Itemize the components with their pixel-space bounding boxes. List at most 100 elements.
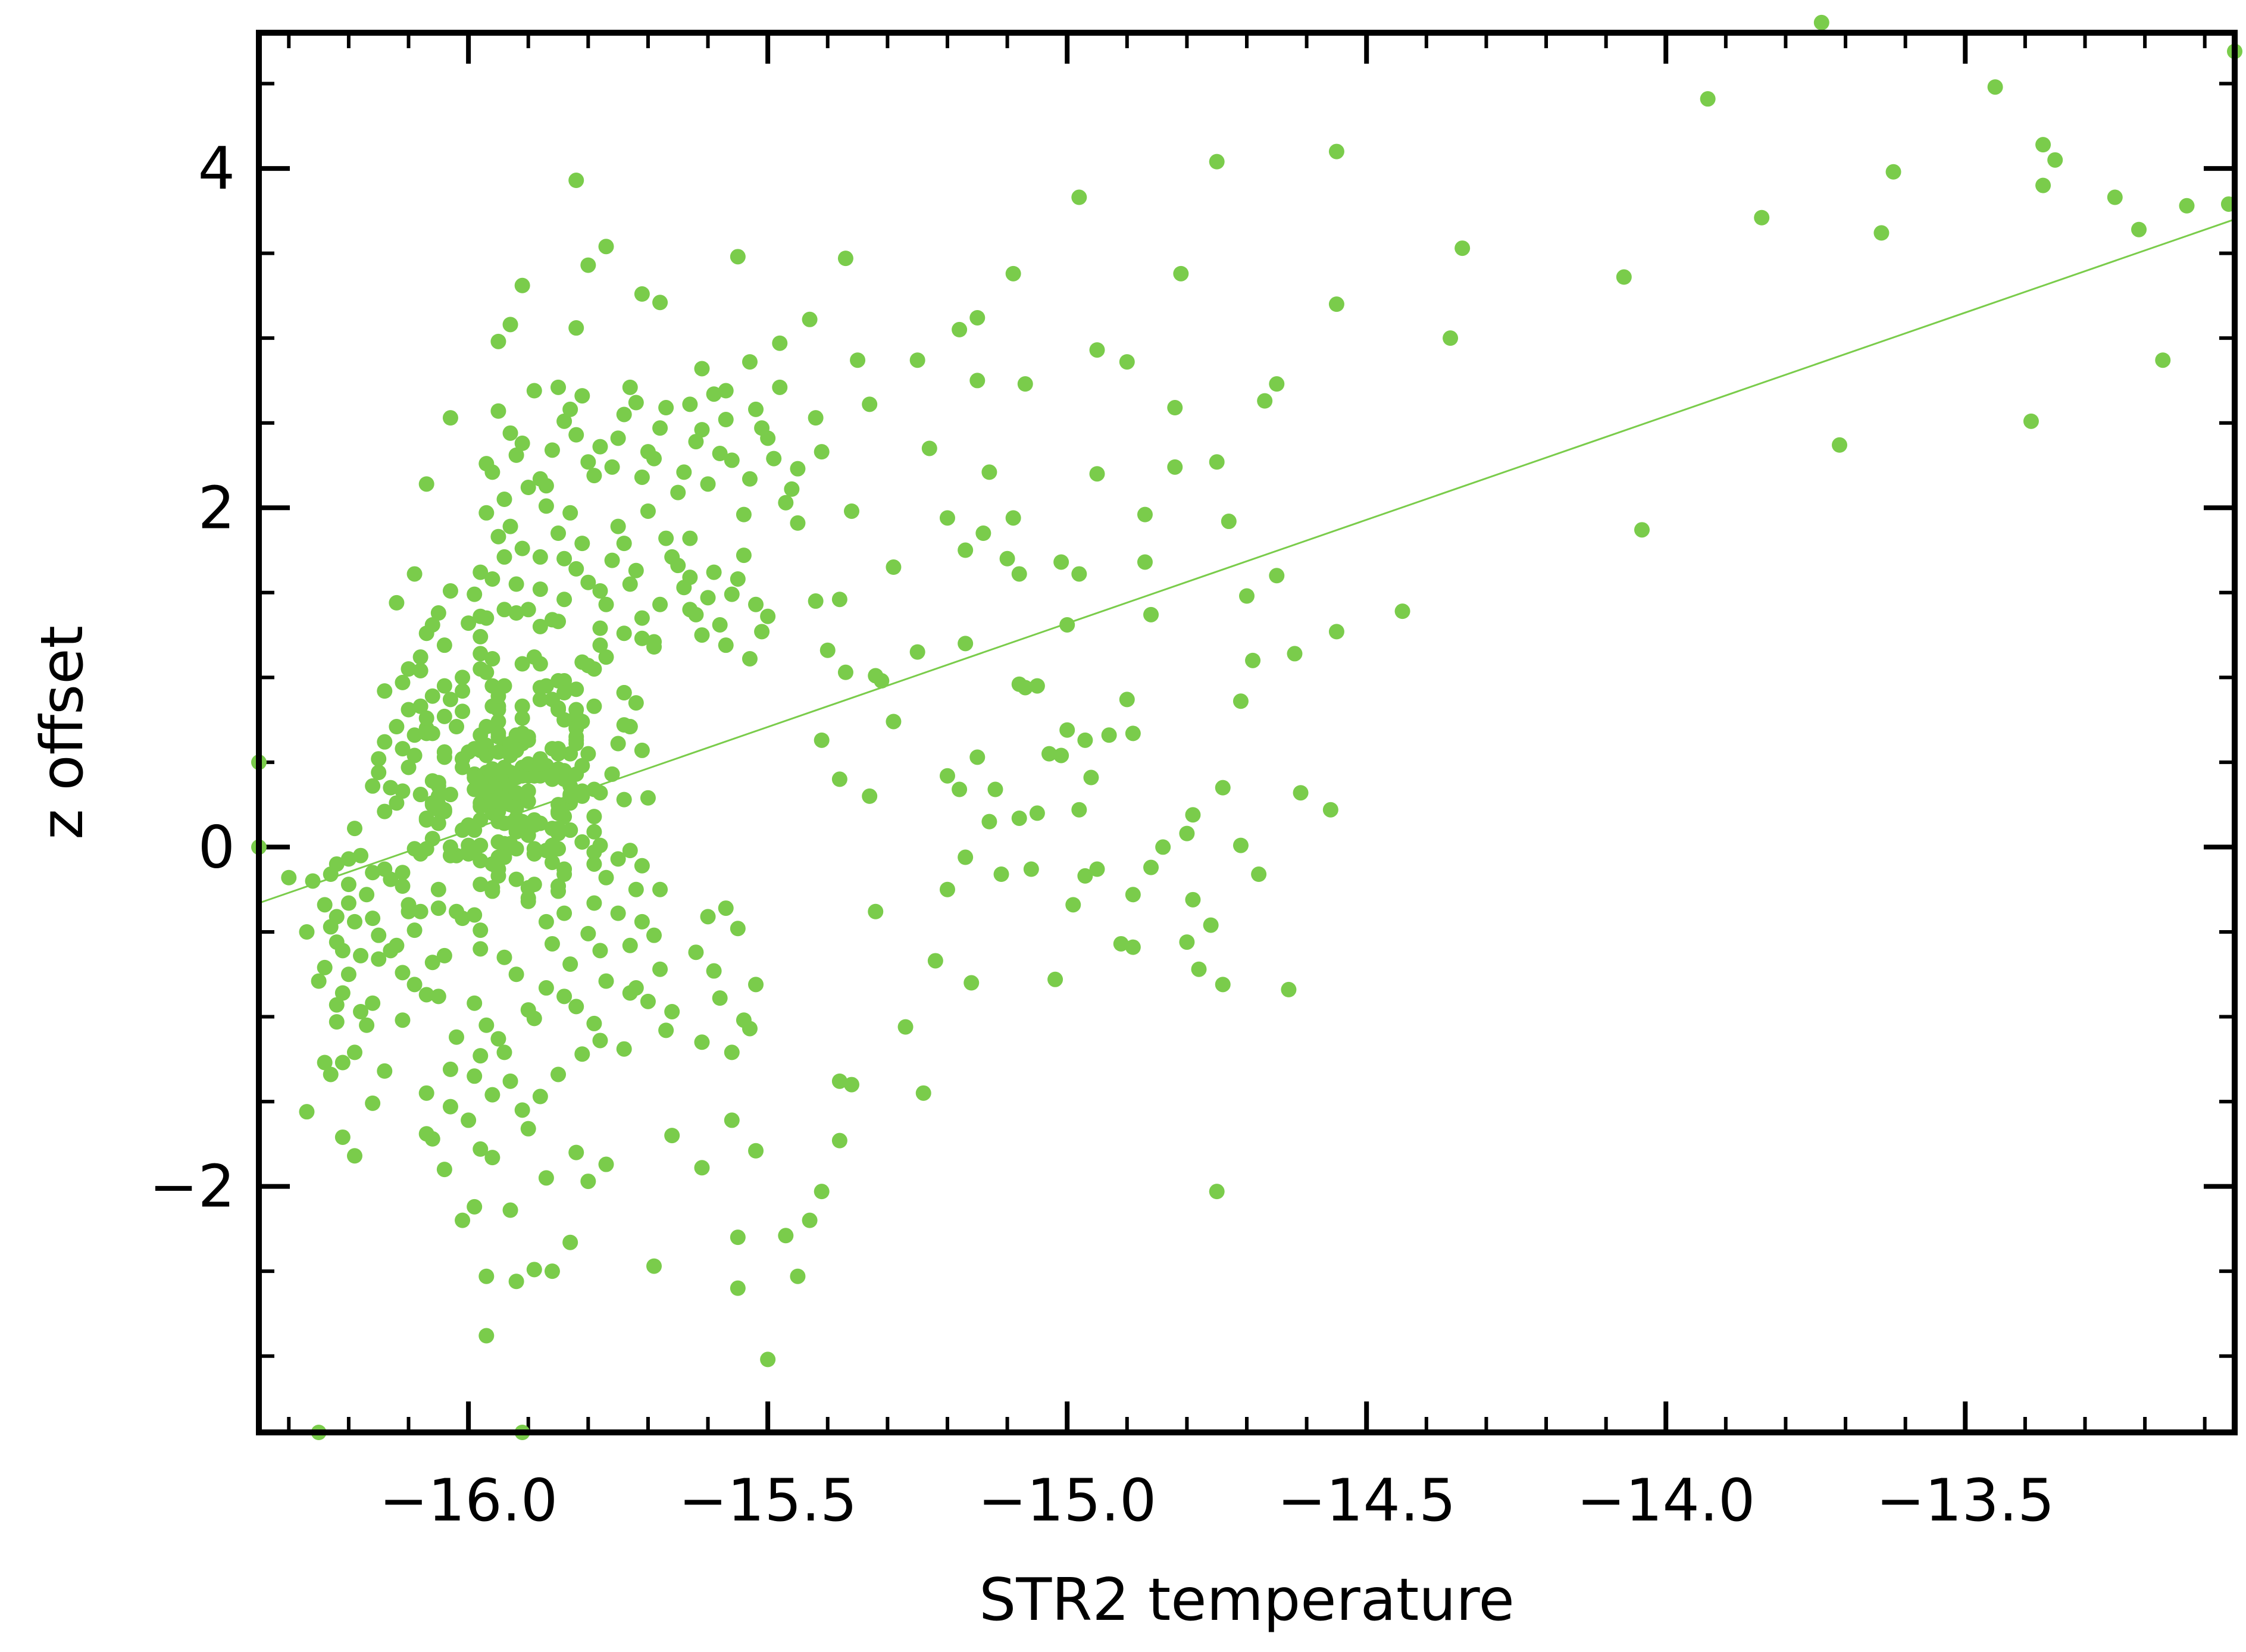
data-point [1059, 722, 1075, 738]
data-point [574, 714, 590, 730]
data-point [401, 759, 417, 775]
data-point [490, 688, 506, 704]
data-point [496, 1044, 512, 1060]
data-point [430, 881, 446, 897]
data-point [496, 602, 512, 618]
data-point [958, 542, 974, 558]
data-point [496, 492, 512, 507]
data-point [724, 586, 740, 602]
data-point [814, 732, 830, 748]
data-point [706, 963, 722, 979]
data-point [592, 583, 608, 599]
data-point [484, 761, 500, 777]
data-point [634, 858, 650, 874]
data-point [790, 461, 806, 477]
data-point [371, 927, 387, 943]
data-point [568, 702, 584, 718]
data-point [1017, 680, 1033, 696]
data-point [449, 1029, 464, 1045]
data-point [730, 249, 746, 265]
data-point [406, 922, 423, 938]
data-point [939, 768, 955, 784]
data-point [1885, 164, 1901, 180]
data-point [1269, 376, 1285, 392]
data-point [526, 383, 542, 399]
data-point [490, 403, 506, 419]
data-point [580, 1174, 596, 1190]
data-point [628, 695, 644, 711]
data-point [952, 781, 968, 797]
data-point [544, 692, 560, 708]
data-point [927, 953, 943, 969]
data-point [586, 698, 602, 714]
data-point [586, 856, 602, 872]
data-point [520, 602, 536, 618]
data-point [814, 444, 830, 460]
data-point [1443, 330, 1459, 346]
data-point [430, 900, 446, 916]
data-point [652, 881, 668, 897]
data-point [514, 710, 530, 726]
data-point [1071, 566, 1087, 582]
data-point [622, 937, 638, 953]
data-point [424, 773, 440, 789]
data-point [538, 478, 554, 494]
data-point [682, 530, 698, 546]
data-point [580, 925, 596, 941]
data-point [652, 420, 668, 436]
data-point [568, 173, 584, 189]
data-point [526, 817, 542, 833]
data-point [628, 562, 644, 578]
data-point [311, 973, 327, 989]
data-point [436, 749, 452, 765]
data-point [658, 400, 674, 416]
data-point [598, 869, 614, 886]
data-point [748, 401, 764, 417]
data-point [473, 941, 489, 957]
data-point [455, 669, 471, 686]
data-point [1269, 568, 1285, 584]
data-point [389, 719, 405, 735]
data-point [508, 447, 524, 463]
data-point [2179, 198, 2195, 214]
data-point [1832, 437, 1847, 453]
data-point [395, 965, 411, 981]
data-point [334, 1055, 351, 1071]
data-point [467, 1068, 483, 1084]
y-tick-label: −2 [149, 1153, 235, 1221]
data-point [958, 636, 974, 652]
data-point [520, 756, 536, 772]
data-point [526, 877, 542, 893]
data-point [473, 775, 489, 791]
data-point [473, 1141, 489, 1157]
data-point [538, 1170, 554, 1186]
data-point [664, 1128, 680, 1144]
data-point [1089, 466, 1105, 482]
data-point [634, 630, 650, 646]
data-point [616, 1041, 632, 1057]
data-point [412, 698, 428, 714]
data-point [604, 552, 620, 568]
data-point [610, 851, 626, 867]
data-point [1005, 510, 1021, 526]
data-point [610, 430, 626, 446]
data-point [694, 627, 710, 643]
data-point [562, 505, 578, 521]
data-point [1125, 887, 1141, 903]
data-point [562, 822, 578, 838]
data-point [640, 503, 656, 519]
data-point [424, 617, 440, 633]
data-point [802, 1212, 818, 1228]
data-point [532, 692, 548, 708]
data-point [574, 388, 590, 404]
data-point [1005, 265, 1021, 281]
data-point [442, 410, 458, 426]
data-point [412, 846, 428, 862]
data-point [281, 869, 297, 886]
data-point [329, 934, 345, 950]
data-point [550, 525, 567, 542]
x-tick-label: −13.5 [1876, 1467, 2054, 1535]
data-point [1322, 802, 1338, 818]
data-point [664, 549, 680, 565]
data-point [568, 561, 584, 577]
